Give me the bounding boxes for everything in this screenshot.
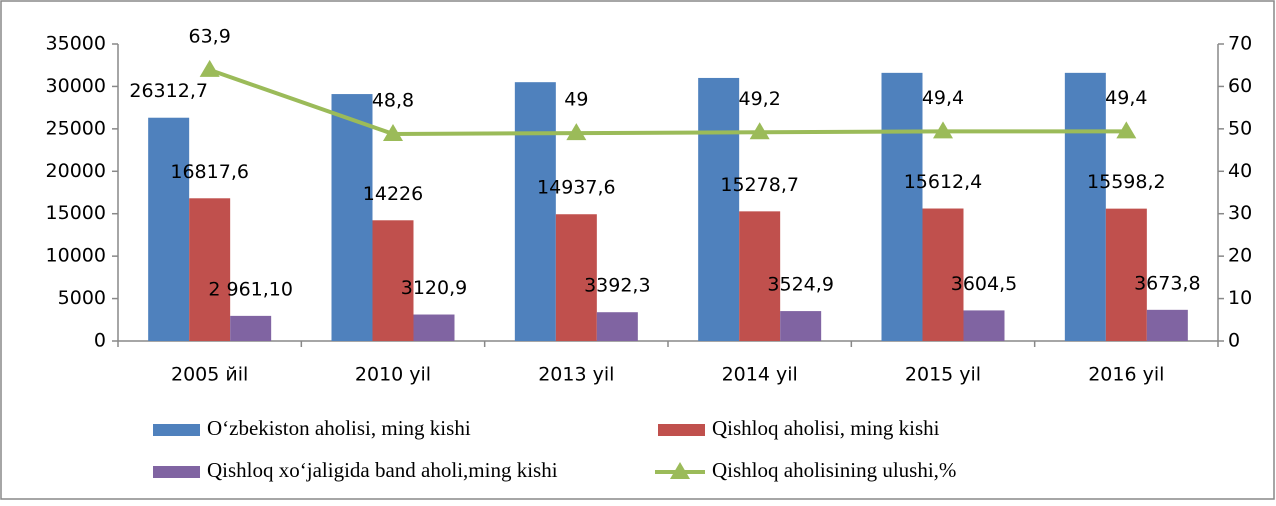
legend-swatch [153,424,200,436]
x-tick-label: 2013 yil [538,364,614,386]
bar [189,198,231,341]
legend-swatch [658,424,705,436]
data-label: 3673,8 [1134,272,1200,294]
bar [596,312,638,341]
y2-tick-label: 0 [1228,330,1240,352]
x-tick-label: 2010 yil [355,364,431,386]
data-label: 3524,9 [767,274,833,296]
legend-swatch [153,466,200,478]
bar [1146,309,1188,341]
data-label: 49,2 [739,88,781,110]
data-label: 15598,2 [1087,171,1166,193]
y2-tick-label: 70 [1228,33,1252,55]
data-label: 3392,3 [584,275,650,297]
data-label: 49,4 [922,87,964,109]
data-label: 49,4 [1105,87,1147,109]
data-label: 48,8 [372,89,414,111]
bar [922,208,964,341]
data-label: 15278,7 [720,174,799,196]
bar [331,94,373,342]
bar [514,82,556,341]
y-tick-label: 30000 [46,75,106,97]
legend-label: Qishloq aholisining ulushi,% [712,458,956,482]
marker [933,121,953,139]
bar [148,117,190,341]
bar [372,220,414,341]
bar [698,77,740,341]
data-label: 15612,4 [904,171,983,193]
y2-tick-label: 40 [1228,160,1252,182]
y-tick-label: 15000 [46,202,106,224]
bar [1105,208,1147,341]
bar [230,315,272,341]
data-label: 49 [564,89,588,111]
legend-label: Qishloq aholisi, ming kishi [712,416,940,440]
y-tick-label: 25000 [46,117,106,139]
y-tick-label: 35000 [46,33,106,55]
marker [1116,121,1137,139]
y2-tick-label: 20 [1228,245,1252,267]
y-tick-label: 5000 [58,287,106,309]
data-label: 26312,7 [129,80,208,102]
x-tick-label: 2015 yil [905,364,981,386]
data-label: 3604,5 [951,273,1017,295]
data-label: 14937,6 [537,177,616,199]
data-label: 63,9 [189,25,231,47]
data-label: 3120,9 [401,277,467,299]
y2-tick-label: 50 [1228,117,1252,139]
marker [749,122,770,140]
bar [413,314,455,341]
bar [881,72,923,341]
data-label: 2 961,10 [208,278,293,300]
x-tick-label: 2005 йil [171,364,248,386]
legend-label: Qishloq xo‘jaligida band aholi,ming kish… [207,458,558,482]
bar [780,311,822,341]
data-label: 16817,6 [170,161,249,183]
y-tick-label: 20000 [46,160,106,182]
data-label: 14226 [363,183,423,205]
marker [566,123,587,141]
marker [383,123,403,141]
y2-tick-label: 60 [1228,75,1252,97]
line [209,67,1127,136]
y2-tick-label: 10 [1228,287,1252,309]
marker [199,59,220,77]
legend-label: O‘zbekiston aholisi, ming kishi [207,416,471,440]
legend-marker [670,462,690,479]
bar [555,214,597,341]
x-tick-label: 2016 yil [1088,364,1164,386]
bar [963,310,1005,341]
y2-tick-label: 30 [1228,202,1252,224]
y-tick-label: 0 [94,330,106,352]
bar [739,211,781,341]
bar [1064,72,1106,341]
x-tick-label: 2014 yil [722,364,798,386]
y-tick-label: 10000 [46,245,106,267]
